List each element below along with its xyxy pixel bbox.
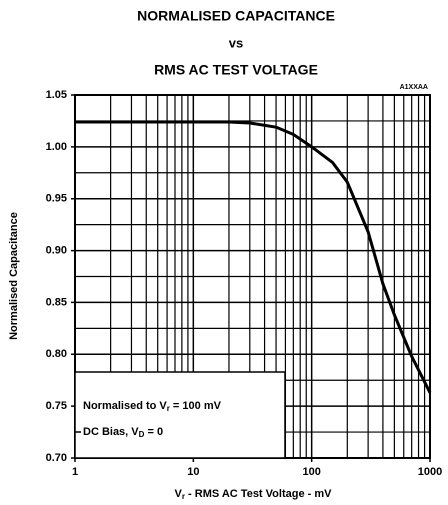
y-tick-label: 0.90 bbox=[46, 244, 67, 256]
annotation-box bbox=[74, 371, 286, 459]
y-axis-label: Normalised Capacitance bbox=[8, 212, 20, 340]
label-part: DC Bias, V bbox=[83, 426, 139, 438]
data-line bbox=[75, 120, 432, 394]
annotation: Normalised to Vr = 100 mV bbox=[83, 400, 222, 413]
x-tick-label: 1 bbox=[72, 466, 78, 478]
title-line: RMS AC TEST VOLTAGE bbox=[154, 62, 318, 78]
label-part: - RMS AC Test Voltage - mV bbox=[185, 488, 332, 500]
annotation: DC Bias, VD = 0 bbox=[83, 426, 163, 439]
title-line: vs bbox=[229, 35, 243, 50]
x-tick-label: 1000 bbox=[418, 466, 442, 478]
y-tick-label: 1.05 bbox=[46, 89, 67, 101]
label-part: r bbox=[182, 492, 185, 501]
label-part: = 0 bbox=[144, 426, 163, 438]
y-tick-label: 0.70 bbox=[46, 452, 67, 464]
y-tick-label: 1.00 bbox=[46, 141, 67, 153]
y-tick-label: 0.75 bbox=[46, 400, 67, 412]
label-part: = 100 mV bbox=[170, 400, 222, 412]
label-part: V bbox=[175, 488, 183, 500]
y-tick-label: 0.95 bbox=[46, 193, 67, 205]
y-tick-label: 0.85 bbox=[46, 296, 67, 308]
x-axis-label: Vr - RMS AC Test Voltage - mV bbox=[175, 488, 333, 501]
title-line: NORMALISED CAPACITANCE bbox=[137, 8, 335, 24]
label-part: r bbox=[167, 404, 170, 413]
label-part: Normalised to V bbox=[83, 400, 167, 412]
y-tick-label: 0.80 bbox=[46, 348, 67, 360]
label-part: D bbox=[139, 430, 145, 439]
code-label: A1XXAA bbox=[400, 84, 428, 91]
x-tick-label: 10 bbox=[187, 466, 199, 478]
x-tick-label: 100 bbox=[302, 466, 320, 478]
